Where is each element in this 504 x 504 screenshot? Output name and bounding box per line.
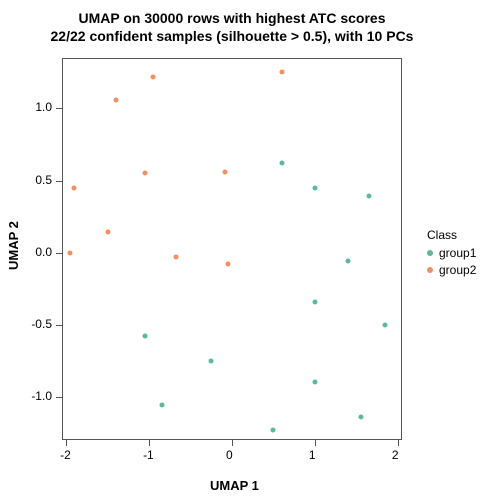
data-point-group1 bbox=[312, 299, 317, 304]
y-tick-mark bbox=[56, 181, 62, 182]
x-tick-mark bbox=[66, 440, 67, 446]
data-point-group2 bbox=[223, 169, 228, 174]
x-tick-label: 0 bbox=[226, 448, 233, 462]
data-point-group1 bbox=[312, 185, 317, 190]
plot-area bbox=[62, 58, 402, 440]
legend-label: group1 bbox=[439, 246, 476, 260]
data-point-group2 bbox=[225, 262, 230, 267]
data-point-group1 bbox=[142, 334, 147, 339]
legend-item-group2: group2 bbox=[427, 263, 476, 277]
data-point-group1 bbox=[346, 259, 351, 264]
y-tick-label: -0.5 bbox=[31, 317, 52, 331]
data-point-group2 bbox=[68, 250, 73, 255]
data-point-group1 bbox=[312, 380, 317, 385]
data-point-group2 bbox=[174, 254, 179, 259]
y-tick-mark bbox=[56, 108, 62, 109]
y-tick-label: -1.0 bbox=[31, 389, 52, 403]
x-axis-label: UMAP 1 bbox=[210, 478, 259, 493]
legend-dot-icon bbox=[427, 250, 433, 256]
data-point-group2 bbox=[151, 74, 156, 79]
data-point-group1 bbox=[383, 322, 388, 327]
data-point-group1 bbox=[279, 161, 284, 166]
data-point-group1 bbox=[209, 358, 214, 363]
x-tick-label: 2 bbox=[392, 448, 399, 462]
y-tick-mark bbox=[56, 325, 62, 326]
x-tick-mark bbox=[315, 440, 316, 446]
data-point-group2 bbox=[72, 185, 77, 190]
y-axis-label: UMAP 2 bbox=[6, 221, 21, 270]
data-point-group1 bbox=[159, 403, 164, 408]
data-point-group2 bbox=[105, 230, 110, 235]
y-tick-label: 1.0 bbox=[35, 100, 52, 114]
y-tick-mark bbox=[56, 253, 62, 254]
x-tick-mark bbox=[398, 440, 399, 446]
legend-title: Class bbox=[427, 228, 457, 242]
x-tick-mark bbox=[149, 440, 150, 446]
chart-title-line2: 22/22 confident samples (silhouette > 0.… bbox=[0, 28, 484, 44]
data-point-group1 bbox=[271, 427, 276, 432]
x-tick-label: 1 bbox=[309, 448, 316, 462]
data-point-group2 bbox=[113, 97, 118, 102]
y-tick-mark bbox=[56, 397, 62, 398]
x-tick-label: -1 bbox=[143, 448, 154, 462]
legend-item-group1: group1 bbox=[427, 246, 476, 260]
data-point-group1 bbox=[358, 414, 363, 419]
data-point-group1 bbox=[366, 194, 371, 199]
y-tick-label: 0.0 bbox=[35, 245, 52, 259]
data-point-group2 bbox=[279, 70, 284, 75]
x-tick-mark bbox=[232, 440, 233, 446]
x-tick-label: -2 bbox=[60, 448, 71, 462]
umap-scatter-chart: UMAP on 30000 rows with highest ATC scor… bbox=[0, 0, 504, 504]
data-point-group2 bbox=[142, 171, 147, 176]
y-tick-label: 0.5 bbox=[35, 173, 52, 187]
chart-title-line1: UMAP on 30000 rows with highest ATC scor… bbox=[0, 10, 484, 26]
legend-label: group2 bbox=[439, 263, 476, 277]
legend-dot-icon bbox=[427, 267, 433, 273]
